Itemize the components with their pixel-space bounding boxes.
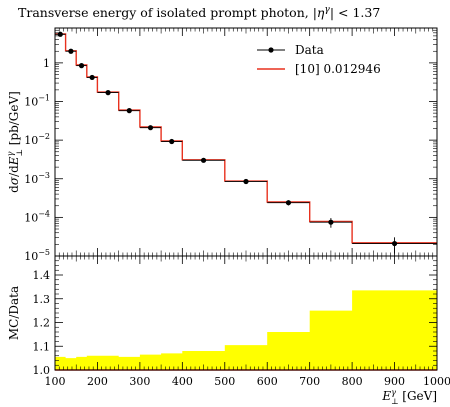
main-axes: 1 10−1 10−2 10−3 10−4 10−5: [24, 27, 438, 263]
main-y-tick-label: 10−4: [24, 209, 50, 224]
data-point-marker: [105, 90, 111, 96]
data-point-marker: [147, 125, 154, 131]
ratio-y-tick-label: 1.3: [33, 293, 51, 306]
main-y-axis-label-text: dσ/dEγ⊥ [pb/GeV]: [6, 91, 24, 193]
data-point: [118, 108, 140, 114]
data-point: [97, 90, 119, 96]
legend-data-label: Data: [295, 43, 324, 57]
main-y-tick-label: 10−3: [24, 171, 50, 186]
ratio-axes: 100 200 300 400 500 600 700 800 900 1000 1.0 1.1 1.2…: [33, 255, 450, 388]
main-y-tick-label: 10−5: [24, 248, 50, 263]
legend: Data [10] 0.012946: [257, 43, 381, 76]
ratio-y-tick-label: 1.0: [33, 364, 51, 377]
data-point-marker: [391, 240, 398, 247]
legend-entry-data: Data: [257, 43, 324, 57]
x-tick-label: 600: [257, 375, 278, 388]
ratio-band-fill: [55, 290, 437, 370]
ratio-y-tick-label: 1.2: [33, 317, 51, 330]
data-point-marker: [89, 74, 95, 81]
ratio-y-axis-label-text: MC/Data: [7, 286, 21, 340]
chart-title-text: Transverse energy of isolated prompt pho…: [18, 5, 380, 20]
x-axis-label: Eγ ⊥ [GeV]: [381, 388, 437, 406]
x-tick-label: 200: [87, 375, 108, 388]
data-point-marker: [243, 178, 249, 185]
data-point: [224, 178, 268, 185]
ratio-y-tick-label: 1.4: [33, 269, 51, 282]
x-tick-label: 900: [384, 375, 405, 388]
ratio-panel: 100 200 300 400 500 600 700 800 900 1000 1.0 1.1 1.2…: [7, 255, 450, 406]
data-point-marker: [328, 219, 334, 225]
main-y-tick-label: 10−1: [24, 94, 50, 109]
main-y-axis-label: dσ/dEγ⊥ [pb/GeV]: [6, 91, 24, 193]
main-panel: 1 10−1 10−2 10−3 10−4 10−5 dσ/dEγ⊥ [pb/GeV] D…: [6, 27, 438, 263]
x-tick-label: 700: [299, 375, 320, 388]
legend-data-marker: [268, 47, 274, 53]
data-point: [76, 63, 87, 69]
data-point-marker: [126, 108, 132, 114]
x-tick-label: 1000: [423, 375, 450, 388]
ratio-band: [55, 290, 437, 370]
ratio-y-tick-label: 1.1: [33, 340, 51, 353]
x-tick-label: 500: [214, 375, 235, 388]
x-axis-label-text: Eγ ⊥ [GeV]: [381, 388, 437, 406]
data-point-marker: [200, 157, 207, 163]
chart-title: Transverse energy of isolated prompt pho…: [18, 5, 380, 20]
x-tick-label: 100: [45, 375, 66, 388]
data-point: [86, 74, 98, 81]
main-y-tick-label: 1: [43, 57, 50, 70]
data-point-marker: [169, 138, 175, 145]
legend-mc-label: [10] 0.012946: [295, 62, 381, 76]
x-tick-label: 800: [342, 375, 363, 388]
data-point-marker: [78, 63, 85, 69]
main-y-tick-label: 10−2: [24, 132, 50, 147]
data-point: [55, 31, 66, 37]
legend-entry-mc: [10] 0.012946: [257, 62, 381, 76]
data-point: [139, 125, 162, 131]
ratio-y-axis-label: MC/Data: [7, 286, 21, 340]
data-point: [65, 48, 77, 54]
x-tick-label: 300: [129, 375, 150, 388]
data-point-marker: [285, 200, 292, 206]
data-point: [309, 218, 353, 228]
data-point-marker: [57, 31, 63, 37]
data-point: [161, 138, 183, 145]
data-point: [267, 200, 310, 206]
data-point-marker: [68, 48, 74, 54]
data-point: [182, 157, 225, 163]
x-tick-label: 400: [172, 375, 193, 388]
